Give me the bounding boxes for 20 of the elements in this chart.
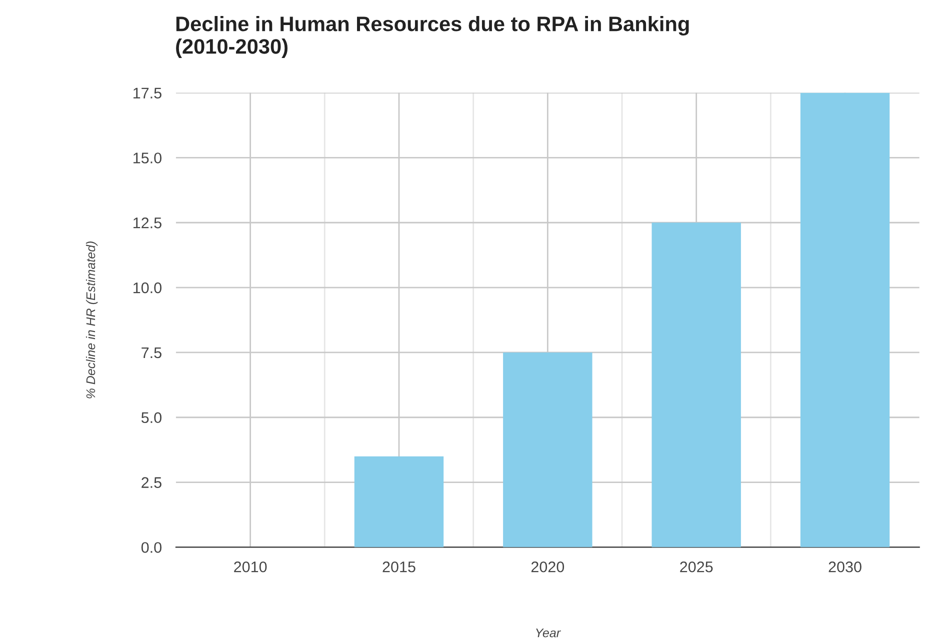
x-axis-title: Year: [536, 628, 561, 638]
y-tick-label: 17.5: [134, 88, 162, 98]
bar: [503, 352, 592, 548]
y-tick-label: 5.0: [141, 412, 162, 424]
y-tick-label: 12.5: [134, 217, 162, 228]
y-tick-label: 0.0: [141, 542, 162, 553]
x-tick-label: 2025: [680, 561, 713, 572]
y-tick-label: 2.5: [142, 477, 162, 488]
bar: [354, 456, 444, 548]
bar: [800, 92, 890, 548]
x-tick-label: 2020: [531, 561, 564, 572]
x-tick-label: 2030: [828, 561, 862, 572]
y-tick-label: 15.0: [134, 152, 162, 164]
x-tick-label: 2015: [382, 561, 416, 572]
y-tick-label: 7.5: [142, 347, 162, 358]
x-tick-label: 2010: [234, 561, 267, 572]
y-axis-title: % Decline in HR (Estimated): [86, 242, 98, 398]
y-tick-label: 10.0: [134, 282, 162, 294]
chart-title: Decline in Human Resources due to RPA in Banking (2010-2030): [176, 16, 689, 58]
bar: [652, 222, 741, 548]
